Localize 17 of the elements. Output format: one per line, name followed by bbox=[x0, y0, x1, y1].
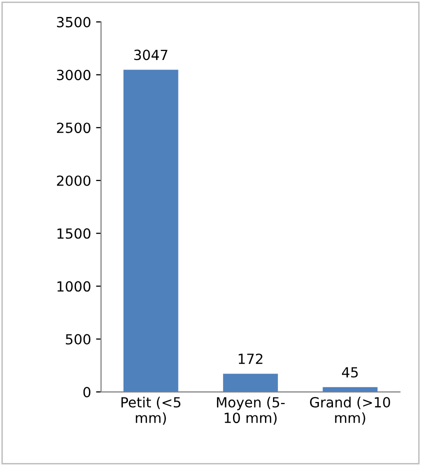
y-tick-label: 1000 bbox=[57, 281, 90, 292]
data-label: 45 bbox=[342, 367, 358, 378]
y-tick-label: 1500 bbox=[57, 228, 90, 239]
data-label: 3047 bbox=[134, 50, 168, 60]
data-label: 172 bbox=[238, 354, 262, 364]
x-tick-label: Petit (<5 mm) bbox=[121, 396, 180, 425]
bar bbox=[223, 374, 278, 392]
x-tick-label: Grand (>10 mm) bbox=[310, 396, 390, 425]
y-tick-label: 0 bbox=[83, 386, 90, 398]
y-tick-label: 2500 bbox=[56, 122, 90, 134]
y-tick-label: 500 bbox=[66, 334, 90, 345]
y-tick-label: 3000 bbox=[57, 70, 90, 80]
bar bbox=[123, 70, 178, 392]
y-tick-label: 3500 bbox=[57, 16, 90, 28]
x-tick-label: Moyen (5- 10 mm) bbox=[216, 396, 285, 425]
y-tick-label: 2000 bbox=[56, 175, 90, 186]
bar bbox=[322, 387, 378, 392]
